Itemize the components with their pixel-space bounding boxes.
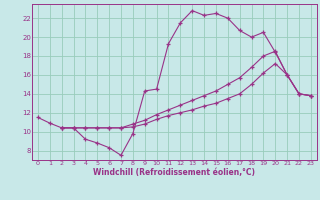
X-axis label: Windchill (Refroidissement éolien,°C): Windchill (Refroidissement éolien,°C): [93, 168, 255, 177]
